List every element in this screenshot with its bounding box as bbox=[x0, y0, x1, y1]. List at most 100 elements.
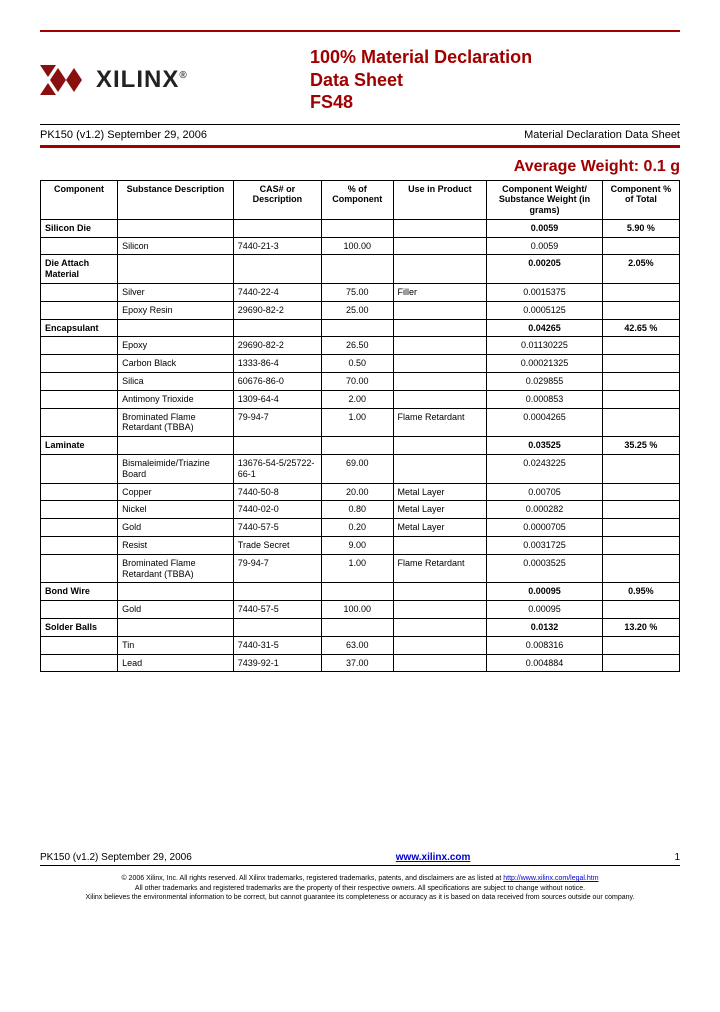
cell-cas: 13676-54-5/25722-66-1 bbox=[233, 455, 321, 484]
copyright-text: © 2006 Xilinx, Inc. All rights reserved.… bbox=[121, 875, 503, 882]
table-row: Brominated Flame Retardant (TBBA)79-94-7… bbox=[41, 554, 680, 583]
cell-weight: 0.00095 bbox=[487, 601, 603, 619]
group-name: Solder Balls bbox=[41, 619, 118, 637]
cell-weight: 0.008316 bbox=[487, 636, 603, 654]
bottom-rule bbox=[40, 145, 680, 148]
group-weight: 0.0059 bbox=[487, 219, 603, 237]
cell-substance: Silica bbox=[118, 373, 234, 391]
logo-name: XILINX bbox=[96, 66, 179, 93]
table-group-row: Silicon Die0.00595.90 % bbox=[41, 219, 680, 237]
cell-cas: 60676-86-0 bbox=[233, 373, 321, 391]
table-row: Bismaleimide/Triazine Board13676-54-5/25… bbox=[41, 455, 680, 484]
footer-row: PK150 (v1.2) September 29, 2006 www.xili… bbox=[40, 852, 680, 866]
table-row: Gold7440-57-5100.000.00095 bbox=[41, 601, 680, 619]
footer-version-date: PK150 (v1.2) September 29, 2006 bbox=[40, 852, 192, 863]
title-line-2: Data Sheet bbox=[310, 69, 532, 92]
cell-substance: Antimony Trioxide bbox=[118, 390, 234, 408]
table-row: ResistTrade Secret9.000.0031725 bbox=[41, 537, 680, 555]
cell-weight: 0.000853 bbox=[487, 390, 603, 408]
cell-substance: Resist bbox=[118, 537, 234, 555]
cell-cas: 29690-82-2 bbox=[233, 301, 321, 319]
group-pct-total: 42.65 % bbox=[602, 319, 679, 337]
cell-use bbox=[393, 537, 487, 555]
cell-pct: 2.00 bbox=[321, 390, 393, 408]
cell-weight: 0.0003525 bbox=[487, 554, 603, 583]
cell-use bbox=[393, 337, 487, 355]
logo-block: XILINX® bbox=[40, 65, 280, 95]
cell-pct: 1.00 bbox=[321, 408, 393, 437]
group-weight: 0.00205 bbox=[487, 255, 603, 284]
footer-page-number: 1 bbox=[674, 852, 680, 863]
group-pct-total: 2.05% bbox=[602, 255, 679, 284]
average-weight: Average Weight: 0.1 g bbox=[40, 158, 680, 176]
col-component: Component bbox=[41, 180, 118, 219]
cell-pct: 100.00 bbox=[321, 237, 393, 255]
table-row: Lead7439-92-137.00 0.004884 bbox=[41, 654, 680, 672]
cell-pct: 20.00 bbox=[321, 483, 393, 501]
cell-pct: 75.00 bbox=[321, 284, 393, 302]
cell-cas: 7440-31-5 bbox=[233, 636, 321, 654]
cell-use bbox=[393, 654, 487, 672]
cell-pct: 100.00 bbox=[321, 601, 393, 619]
cell-weight: 0.0015375 bbox=[487, 284, 603, 302]
col-cas: CAS# or Description bbox=[233, 180, 321, 219]
cell-use bbox=[393, 237, 487, 255]
cell-substance: Epoxy Resin bbox=[118, 301, 234, 319]
group-pct-total: 0.95% bbox=[602, 583, 679, 601]
cell-substance: Epoxy bbox=[118, 337, 234, 355]
cell-use: Metal Layer bbox=[393, 519, 487, 537]
table-group-row: Solder Balls0.013213.20 % bbox=[41, 619, 680, 637]
cell-use: Metal Layer bbox=[393, 501, 487, 519]
group-name: Laminate bbox=[41, 437, 118, 455]
group-name: Silicon Die bbox=[41, 219, 118, 237]
cell-pct: 69.00 bbox=[321, 455, 393, 484]
table-row: Silver7440-22-475.00Filler0.0015375 bbox=[41, 284, 680, 302]
cell-cas: 79-94-7 bbox=[233, 408, 321, 437]
doc-type-label: Material Declaration Data Sheet bbox=[524, 129, 680, 141]
logo-registered: ® bbox=[179, 70, 187, 81]
cell-cas: 7440-50-8 bbox=[233, 483, 321, 501]
footer-fine-print: © 2006 Xilinx, Inc. All rights reserved.… bbox=[40, 874, 680, 901]
table-group-row: Die Attach Material0.002052.05% bbox=[41, 255, 680, 284]
cell-use bbox=[393, 455, 487, 484]
cell-pct: 25.00 bbox=[321, 301, 393, 319]
table-row: Nickel7440-02-00.80Metal Layer0.000282 bbox=[41, 501, 680, 519]
cell-use: Flame Retardant bbox=[393, 408, 487, 437]
table-group-row: Laminate0.0352535.25 % bbox=[41, 437, 680, 455]
cell-use bbox=[393, 390, 487, 408]
cell-use: Filler bbox=[393, 284, 487, 302]
xilinx-logo-icon bbox=[40, 65, 88, 95]
cell-cas: Trade Secret bbox=[233, 537, 321, 555]
cell-pct: 37.00 bbox=[321, 654, 393, 672]
legal-link[interactable]: http://www.xilinx.com/legal.htm bbox=[503, 875, 598, 882]
col-pct-total: Component % of Total bbox=[602, 180, 679, 219]
cell-pct: 70.00 bbox=[321, 373, 393, 391]
cell-pct: 63.00 bbox=[321, 636, 393, 654]
cell-use: Metal Layer bbox=[393, 483, 487, 501]
table-row: Epoxy29690-82-226.500.01130225 bbox=[41, 337, 680, 355]
cell-substance: Silver bbox=[118, 284, 234, 302]
group-weight: 0.0132 bbox=[487, 619, 603, 637]
cell-weight: 0.01130225 bbox=[487, 337, 603, 355]
cell-weight: 0.004884 bbox=[487, 654, 603, 672]
document-title: 100% Material Declaration Data Sheet FS4… bbox=[310, 46, 532, 114]
cell-cas: 7439-92-1 bbox=[233, 654, 321, 672]
cell-substance: Gold bbox=[118, 601, 234, 619]
cell-use bbox=[393, 301, 487, 319]
col-use: Use in Product bbox=[393, 180, 487, 219]
cell-substance: Lead bbox=[118, 654, 234, 672]
group-weight: 0.03525 bbox=[487, 437, 603, 455]
cell-use bbox=[393, 636, 487, 654]
cell-substance: Nickel bbox=[118, 501, 234, 519]
cell-substance: Brominated Flame Retardant (TBBA) bbox=[118, 554, 234, 583]
footer-link[interactable]: www.xilinx.com bbox=[192, 852, 675, 863]
cell-weight: 0.0005125 bbox=[487, 301, 603, 319]
cell-use bbox=[393, 373, 487, 391]
cell-use bbox=[393, 355, 487, 373]
title-line-1: 100% Material Declaration bbox=[310, 46, 532, 69]
header: XILINX® 100% Material Declaration Data S… bbox=[40, 40, 680, 122]
cell-pct: 1.00 bbox=[321, 554, 393, 583]
cell-weight: 0.029855 bbox=[487, 373, 603, 391]
page: XILINX® 100% Material Declaration Data S… bbox=[0, 0, 720, 922]
disclaimer-text: Xilinx believes the environmental inform… bbox=[86, 894, 635, 901]
